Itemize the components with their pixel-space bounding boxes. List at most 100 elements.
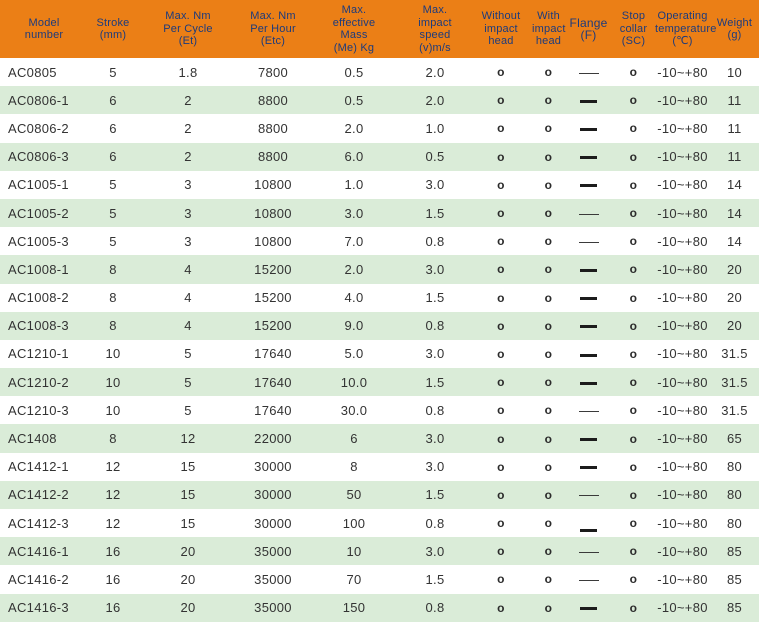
cell-with_impact_head: o	[544, 206, 553, 221]
table-row: AC0805 5 1.8 7800 0.5 2.0 o o o -10~+80 10	[0, 58, 759, 87]
cell-max_nm_per_hour: 15200	[254, 318, 292, 334]
cell-with_impact_head: o	[544, 403, 553, 418]
cell-operating_temperature: -10~+80	[657, 92, 708, 108]
cell-max_effective_mass: 50	[346, 487, 362, 503]
cell-max_effective_mass: 0.5	[344, 64, 364, 80]
cell-max_nm_per_cycle: 4	[184, 318, 192, 334]
cell-stroke: 5	[109, 177, 117, 193]
cell-max_effective_mass: 7.0	[344, 233, 364, 249]
table-row: AC1416-3 16 20 35000 150 0.8 o o o -10~+80 85	[0, 593, 759, 622]
cell-max_nm_per_hour: 10800	[254, 205, 292, 221]
cell-stop_collar: o	[629, 206, 638, 221]
cell-max_nm_per_cycle: 5	[184, 374, 192, 390]
cell-weight: 11	[727, 120, 742, 136]
col-header-flange: Flange (F)	[569, 15, 608, 42]
cell-max_impact_speed: 3.0	[425, 177, 445, 193]
header-row: Model number Stroke (mm) Max. Nm Per Cyc…	[0, 0, 759, 58]
table-row: AC1412-3 12 15 30000 100 0.8 o o o -10~+80 80	[0, 509, 759, 538]
flange-dash-mark	[578, 495, 599, 497]
cell-with_impact_head: o	[544, 93, 553, 108]
cell-flange	[565, 453, 612, 481]
cell-max_nm_per_cycle: 15	[180, 487, 196, 503]
cell-operating_temperature: -10~+80	[657, 233, 708, 249]
cell-flange	[565, 312, 612, 340]
cell-with_impact_head: o	[544, 290, 553, 305]
cell-without_impact_head: o	[497, 431, 505, 446]
cell-flange	[565, 424, 612, 452]
table-row: AC1412-1 12 15 30000 8 3.0 o o o -10~+80 80	[0, 452, 759, 481]
cell-stop_collar: o	[629, 487, 638, 502]
cell-max_effective_mass: 6.0	[344, 149, 364, 165]
cell-max_nm_per_cycle: 1.8	[178, 64, 198, 80]
cell-operating_temperature: -10~+80	[657, 600, 708, 616]
cell-with_impact_head: o	[544, 600, 553, 615]
cell-stroke: 8	[109, 261, 117, 277]
cell-max_nm_per_cycle: 5	[184, 346, 192, 362]
cell-flange	[565, 199, 612, 227]
cell-stop_collar: o	[629, 516, 638, 531]
cell-stroke: 12	[105, 459, 121, 475]
cell-with_impact_head: o	[544, 572, 553, 587]
cell-operating_temperature: -10~+80	[657, 149, 708, 165]
cell-weight: 85	[726, 543, 743, 559]
cell-without_impact_head: o	[497, 516, 505, 531]
cell-max_effective_mass: 150	[342, 600, 366, 616]
cell-flange	[565, 114, 612, 142]
cell-max_effective_mass: 10	[346, 543, 362, 559]
flange-dash-mark	[580, 466, 597, 470]
cell-flange	[565, 368, 612, 396]
cell-stop_collar: o	[629, 290, 638, 305]
cell-max_impact_speed: 1.5	[425, 205, 445, 221]
cell-max_effective_mass: 1.0	[344, 177, 364, 193]
cell-stroke: 5	[109, 205, 117, 221]
cell-max_effective_mass: 9.0	[344, 318, 364, 334]
cell-with_impact_head: o	[544, 262, 553, 277]
cell-with_impact_head: o	[544, 544, 553, 559]
cell-max_impact_speed: 1.5	[425, 487, 445, 503]
cell-max_nm_per_hour: 35000	[254, 543, 292, 559]
cell-max_nm_per_hour: 7800	[257, 64, 289, 80]
cell-model: AC1412-1	[8, 459, 69, 475]
cell-without_impact_head: o	[497, 459, 505, 474]
col-header-stroke: Stroke (mm)	[96, 16, 130, 42]
cell-stop_collar: o	[629, 65, 638, 80]
cell-with_impact_head: o	[544, 375, 553, 390]
cell-operating_temperature: -10~+80	[657, 402, 708, 418]
cell-max_impact_speed: 1.5	[425, 374, 445, 390]
cell-stroke: 10	[105, 346, 121, 362]
cell-with_impact_head: o	[544, 121, 553, 136]
flange-dash-mark	[580, 381, 597, 385]
cell-stroke: 10	[105, 402, 121, 418]
cell-operating_temperature: -10~+80	[657, 487, 708, 503]
cell-max_effective_mass: 8	[350, 459, 358, 475]
cell-without_impact_head: o	[497, 544, 505, 559]
cell-max_nm_per_hour: 35000	[254, 571, 292, 587]
cell-without_impact_head: o	[497, 346, 505, 361]
flange-dash-mark	[578, 551, 599, 553]
cell-model: AC1210-1	[8, 346, 69, 362]
table-row: AC1210-1 10 5 17640 5.0 3.0 o o o -10~+80 31.5	[0, 339, 759, 369]
cell-operating_temperature: -10~+80	[657, 374, 708, 390]
cell-stroke: 10	[105, 374, 121, 390]
cell-weight: 11	[727, 92, 742, 108]
cell-stop_collar: o	[629, 346, 638, 361]
cell-weight: 80	[726, 459, 743, 475]
cell-stroke: 12	[105, 515, 121, 531]
cell-without_impact_head: o	[497, 65, 505, 80]
cell-max_nm_per_hour: 8800	[257, 120, 289, 136]
cell-stroke: 6	[109, 92, 117, 108]
cell-with_impact_head: o	[544, 431, 553, 446]
col-header-max-effective-mass: Max. effective Mass (Me) Kg	[332, 4, 376, 54]
cell-max_nm_per_hour: 15200	[254, 290, 292, 306]
flange-dash-mark	[578, 213, 599, 215]
cell-max_impact_speed: 0.8	[425, 515, 445, 531]
cell-max_nm_per_cycle: 3	[184, 205, 192, 221]
cell-flange	[565, 86, 612, 114]
cell-model: AC1412-2	[8, 487, 69, 503]
cell-max_impact_speed: 3.0	[425, 459, 445, 475]
cell-max_impact_speed: 3.0	[425, 543, 445, 559]
cell-operating_temperature: -10~+80	[657, 64, 708, 80]
cell-flange	[565, 340, 612, 368]
flange-dash-mark	[580, 297, 597, 301]
cell-max_impact_speed: 0.8	[425, 318, 445, 334]
